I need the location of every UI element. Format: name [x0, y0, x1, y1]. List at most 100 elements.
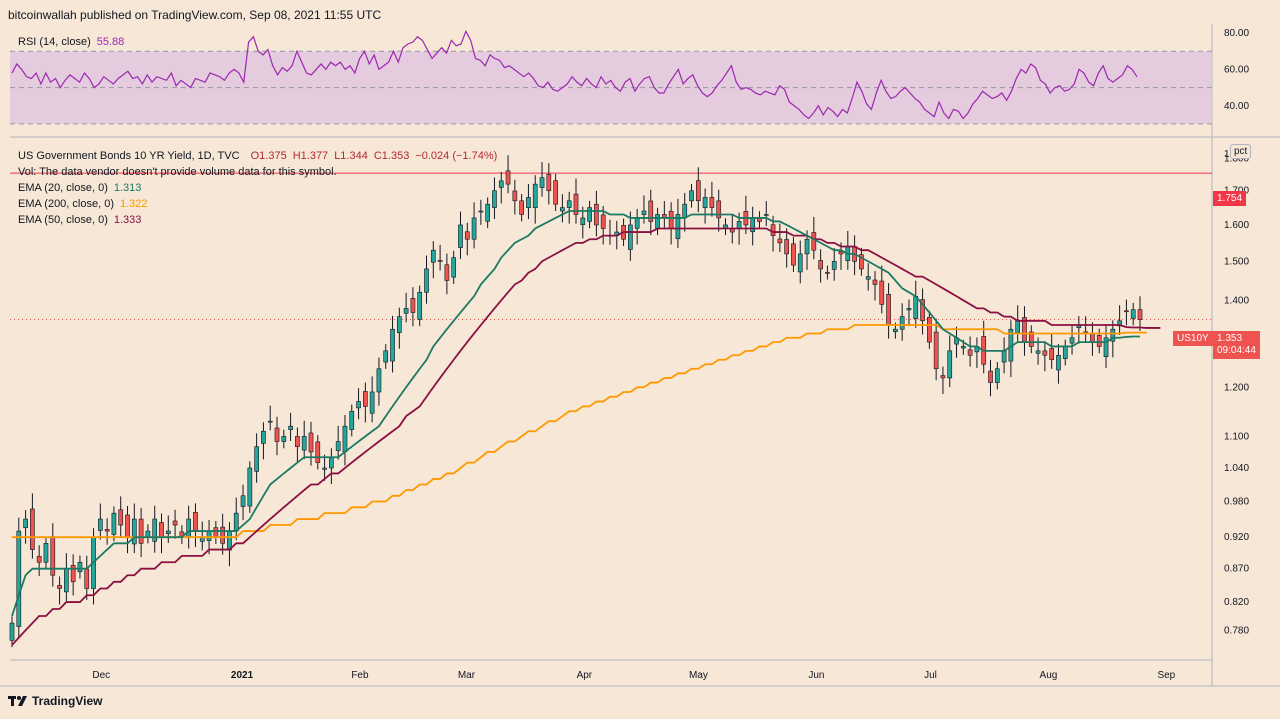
- candle-body: [417, 291, 423, 320]
- candle-body: [811, 232, 817, 251]
- candle-body: [960, 346, 966, 349]
- tradingview-logo[interactable]: TradingView: [8, 694, 102, 708]
- candle-body: [1090, 333, 1095, 343]
- time-tick-label: Jun: [808, 670, 824, 681]
- ema50-legend[interactable]: EMA (50, close, 0) 1.333: [18, 212, 503, 228]
- candle-body: [546, 173, 552, 192]
- candle-body: [913, 295, 919, 319]
- ema50-value: 1.333: [113, 214, 142, 226]
- candle-body: [247, 467, 253, 507]
- candle-body: [818, 260, 823, 270]
- price-tick-label: 1.600: [1224, 220, 1249, 231]
- last-price-value: 1.353: [1217, 333, 1243, 344]
- candle-body: [335, 441, 341, 451]
- candle-body: [763, 214, 769, 216]
- candle-body: [220, 526, 225, 544]
- candle-body: [145, 530, 151, 537]
- candle-body: [23, 518, 28, 528]
- symbol-title[interactable]: US Government Bonds 10 YR Yield, 1D, TVC: [18, 150, 240, 162]
- candle-body: [498, 180, 504, 188]
- candle-body: [356, 401, 361, 409]
- candle-body: [213, 527, 219, 538]
- time-tick-label: 2021: [231, 670, 254, 681]
- candle-body: [825, 272, 830, 274]
- candle-body: [437, 260, 443, 262]
- ema20-value: 1.313: [113, 182, 142, 194]
- candle-body: [1069, 337, 1075, 344]
- rsi-tick-label: 80.00: [1224, 28, 1249, 39]
- candle-body: [9, 622, 15, 641]
- candle-body: [369, 391, 375, 414]
- candle-body: [322, 467, 327, 470]
- rsi-line: [11, 29, 1138, 120]
- candle-body: [994, 368, 1000, 383]
- candle-body: [886, 293, 891, 326]
- ema200-label: EMA (200, close, 0): [18, 198, 114, 210]
- ema20-legend[interactable]: EMA (20, close, 0) 1.313: [18, 180, 503, 196]
- candle-body: [505, 170, 511, 185]
- candle-body: [383, 350, 389, 363]
- symbol-badge: US10Y: [1173, 331, 1213, 346]
- candle-body: [329, 456, 334, 469]
- ema20-line: [11, 210, 1140, 617]
- candle-body: [1137, 309, 1143, 320]
- candle-body: [736, 221, 742, 229]
- candle-body: [539, 177, 545, 188]
- ema50-line: [11, 227, 1161, 646]
- candle-body: [261, 430, 266, 444]
- ema50-label: EMA (50, close, 0): [18, 214, 108, 226]
- candle-body: [784, 239, 789, 255]
- pct-toggle-button[interactable]: pct: [1230, 144, 1252, 159]
- candle-body: [519, 200, 524, 215]
- ohlc-close: C1.353: [373, 150, 410, 162]
- candle-body: [16, 530, 22, 627]
- candle-body: [906, 308, 912, 311]
- price-tick-label: 1.040: [1224, 463, 1249, 474]
- candle-body: [485, 203, 491, 222]
- candle-body: [376, 368, 382, 393]
- candle-body: [206, 530, 212, 541]
- candle-body: [70, 565, 76, 583]
- candle-body: [281, 436, 287, 442]
- candle-body: [512, 190, 518, 202]
- candle-body: [920, 299, 925, 322]
- candle-body: [675, 214, 681, 240]
- candle-body: [267, 420, 273, 423]
- candle-body: [1103, 337, 1109, 358]
- candle-body: [865, 276, 871, 280]
- candle-body: [560, 207, 565, 212]
- candle-body: [30, 508, 35, 550]
- candle-body: [240, 495, 246, 507]
- candle-body: [580, 217, 586, 226]
- candle-body: [1001, 350, 1007, 363]
- candle-body: [1130, 309, 1136, 319]
- volume-note: Vol: The data vendor doesn't provide vol…: [18, 166, 337, 178]
- candle-body: [492, 190, 497, 208]
- candle-body: [797, 253, 803, 273]
- candle-body: [97, 518, 103, 531]
- candle-body: [43, 543, 49, 563]
- candle-body: [57, 585, 62, 589]
- candle-body: [1015, 320, 1021, 333]
- rsi-tick-label: 40.00: [1224, 101, 1249, 112]
- price-tick-label: 1.200: [1224, 382, 1249, 393]
- candle-body: [553, 180, 558, 205]
- ema200-legend[interactable]: EMA (200, close, 0) 1.322: [18, 196, 503, 212]
- candle-body: [716, 200, 722, 219]
- candle-body: [947, 350, 953, 379]
- candle-body: [526, 197, 531, 209]
- price-tick-label: 0.820: [1224, 597, 1249, 608]
- candle-body: [64, 568, 69, 593]
- candle-body: [471, 217, 477, 240]
- ohlc-open: O1.375: [250, 150, 287, 162]
- time-tick-label: Feb: [351, 670, 369, 681]
- candle-body: [403, 308, 409, 314]
- candle-body: [988, 370, 993, 383]
- ema20-label: EMA (20, close, 0): [18, 182, 108, 194]
- candle-body: [451, 257, 457, 278]
- candle-body: [152, 518, 158, 542]
- candle-body: [424, 268, 429, 293]
- candle-body: [1035, 350, 1041, 354]
- candle-body: [193, 512, 198, 532]
- rsi-label: RSI (14, close): [18, 36, 91, 48]
